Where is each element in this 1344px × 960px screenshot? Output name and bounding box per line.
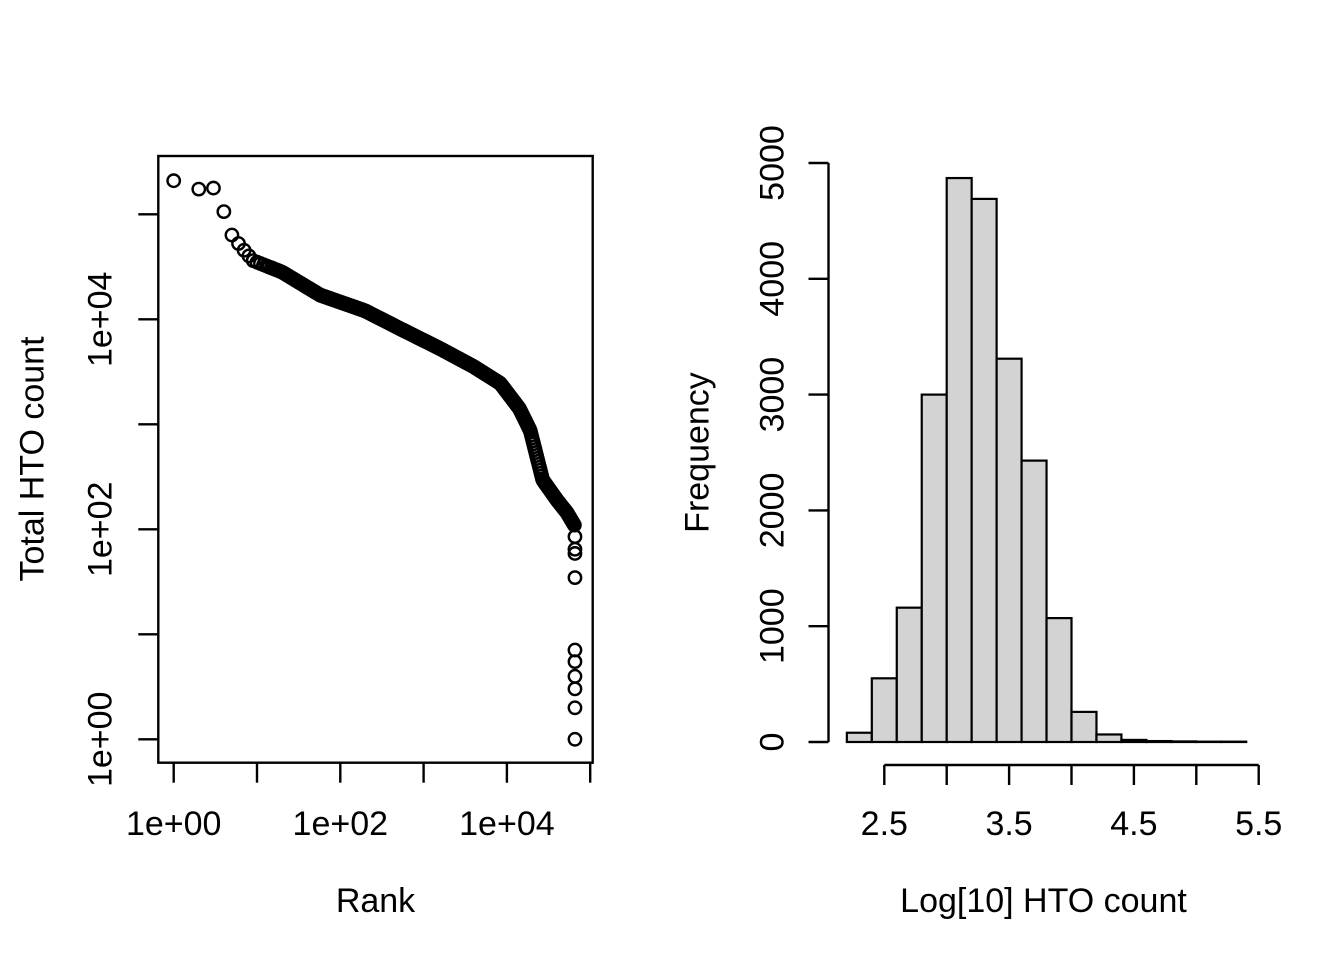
histogram-bar bbox=[1020, 459, 1048, 744]
histogram-axes: 0 1000 2000 3000 4000 5000 2.5 3.5 4.5 5.5 bbox=[753, 125, 1282, 843]
histogram-bar bbox=[1145, 739, 1173, 744]
histogram-bars bbox=[845, 176, 1248, 744]
scatter-y-axis-title: Total HTO count bbox=[14, 336, 52, 582]
histogram-bar bbox=[1095, 733, 1123, 744]
x-tick-label: 4.5 bbox=[1110, 805, 1157, 843]
scatter-points bbox=[166, 173, 583, 747]
tail-data-point bbox=[567, 731, 583, 747]
histogram-bar bbox=[1045, 616, 1073, 744]
tail-data-point bbox=[567, 541, 583, 557]
tail-data-point bbox=[567, 654, 583, 669]
tail-data-point bbox=[567, 700, 583, 716]
x-tick-label: 3.5 bbox=[985, 805, 1032, 843]
scatter-axes: 1e+00 1e+02 1e+04 1e+00 1e+02 1e+04 bbox=[82, 154, 594, 843]
histogram-bar bbox=[920, 393, 948, 744]
x-tick-label: 5.5 bbox=[1235, 805, 1282, 843]
y-tick-label: 5000 bbox=[753, 125, 791, 201]
histogram-bar bbox=[1070, 710, 1098, 744]
tail-data-point bbox=[567, 546, 583, 561]
x-tick-label: 1e+00 bbox=[126, 805, 222, 843]
y-tick-label: 1e+04 bbox=[82, 272, 120, 368]
x-tick-label: 1e+04 bbox=[459, 805, 555, 843]
y-tick-label: 1e+02 bbox=[82, 482, 120, 578]
data-point bbox=[206, 180, 221, 196]
y-tick-label: 1e+00 bbox=[82, 692, 120, 788]
y-tick-label: 1000 bbox=[753, 588, 791, 664]
y-tick-label: 3000 bbox=[753, 357, 791, 433]
histogram-y-axis-title: Frequency bbox=[679, 372, 717, 533]
histogram-bar bbox=[1170, 740, 1198, 744]
rank-scatter-plot: 1e+00 1e+02 1e+04 1e+00 1e+02 1e+04 Rank Tota… bbox=[14, 154, 594, 920]
scatter-x-axis-title: Rank bbox=[336, 882, 416, 920]
x-tick-label: 1e+02 bbox=[293, 805, 389, 843]
histogram-bar bbox=[1120, 738, 1148, 744]
data-point bbox=[191, 181, 207, 197]
data-point bbox=[166, 173, 182, 189]
hto-histogram-plot: 0 1000 2000 3000 4000 5000 2.5 3.5 4.5 5.5 Log[10… bbox=[679, 125, 1283, 920]
tail-data-point bbox=[567, 681, 583, 697]
histogram-bar bbox=[970, 197, 998, 744]
x-tick-label: 2.5 bbox=[861, 805, 908, 843]
data-point bbox=[224, 227, 240, 243]
tail-data-point bbox=[567, 570, 583, 585]
histogram-bar bbox=[870, 677, 898, 744]
histogram-bar bbox=[995, 357, 1023, 744]
y-tick-label: 2000 bbox=[753, 473, 791, 549]
data-point bbox=[216, 204, 232, 220]
histogram-bar bbox=[945, 176, 973, 744]
plot-box bbox=[157, 154, 594, 764]
histogram-x-axis-title: Log[10] HTO count bbox=[900, 882, 1187, 920]
y-tick-label: 0 bbox=[753, 733, 791, 752]
y-tick-label: 4000 bbox=[753, 241, 791, 317]
tail-data-point bbox=[567, 668, 583, 684]
histogram-bar bbox=[895, 606, 923, 744]
histogram-bar bbox=[845, 731, 873, 744]
